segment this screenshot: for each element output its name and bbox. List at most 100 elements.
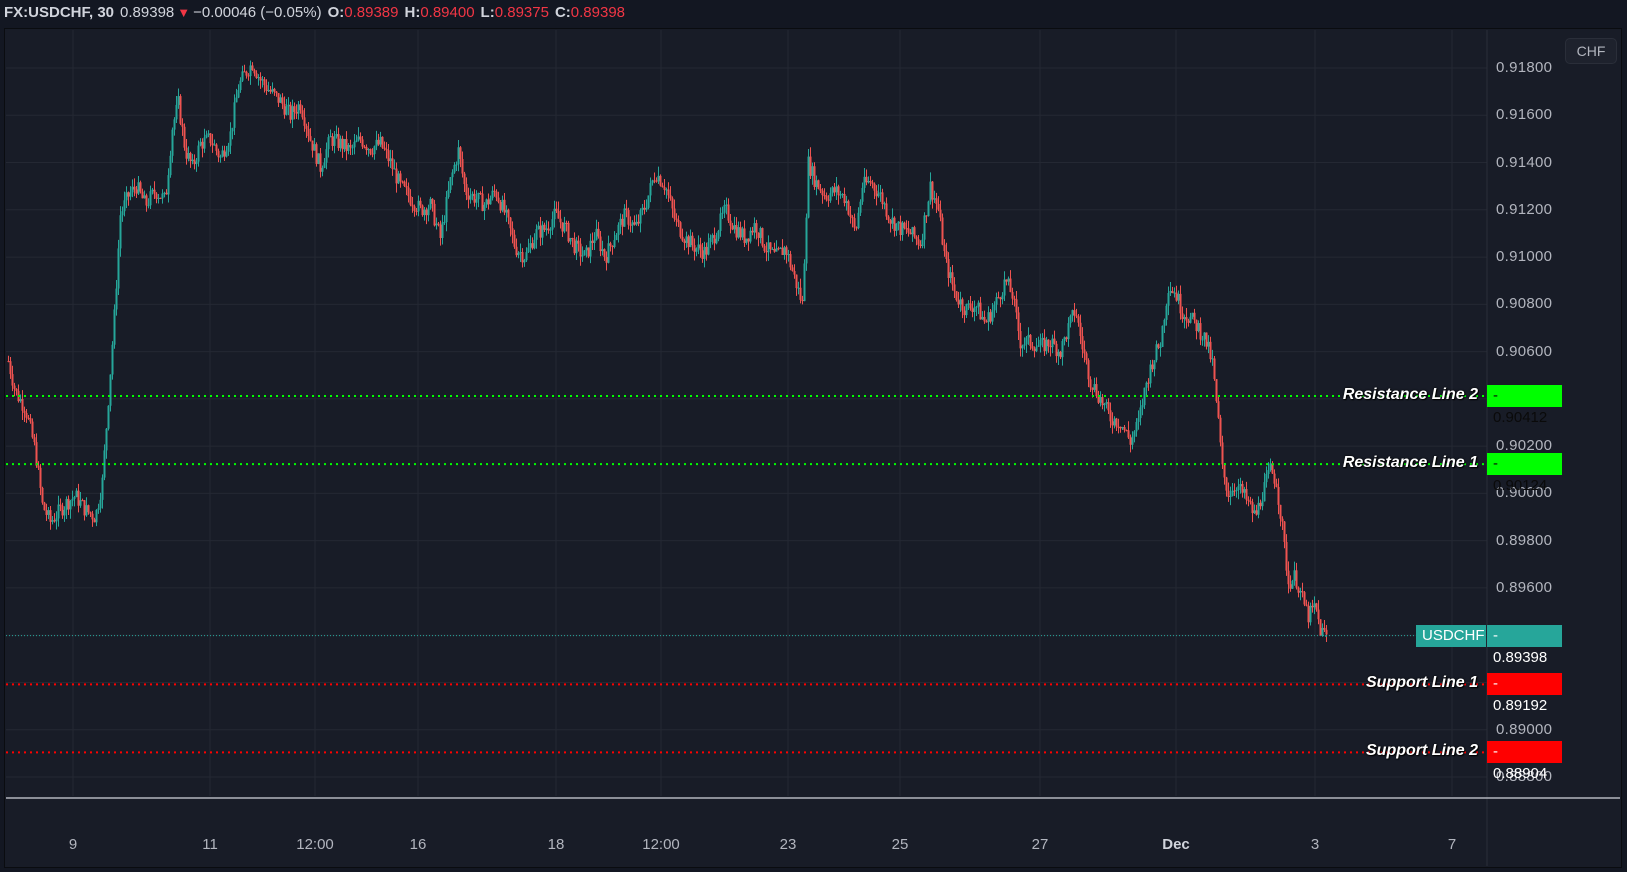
candle-body: [991, 310, 994, 322]
candle-body: [781, 247, 784, 256]
candle-body: [57, 504, 60, 519]
candle-body: [725, 204, 728, 206]
candle-body: [1145, 382, 1148, 388]
candle-body: [539, 225, 542, 238]
price-change: −0.00046 (−0.05%): [193, 3, 322, 21]
candle-body: [27, 417, 30, 419]
candle-body: [221, 150, 224, 157]
candle-body: [1243, 489, 1246, 493]
candle-body: [501, 199, 504, 211]
candle-body: [669, 195, 672, 199]
candle-body: [1303, 592, 1306, 605]
candle-body: [1027, 334, 1030, 338]
candle-body: [923, 215, 926, 240]
candle-body: [199, 141, 202, 146]
candle-body: [1229, 495, 1232, 498]
candle-body: [545, 228, 548, 230]
candle-body: [1079, 322, 1082, 337]
candle-body: [889, 220, 892, 224]
candle-body: [233, 102, 236, 128]
candle-body: [713, 235, 716, 244]
candle-body: [747, 238, 750, 242]
currency-badge[interactable]: CHF: [1565, 38, 1617, 64]
candle-body: [587, 247, 590, 257]
candle-body: [505, 209, 508, 213]
candle-body: [121, 211, 124, 216]
candle-body: [1287, 570, 1290, 585]
price-tick-label: 0.88800: [1496, 768, 1552, 785]
open-value: 0.89389: [344, 3, 399, 21]
candle-body: [1037, 345, 1040, 347]
candle-body: [671, 198, 674, 209]
candle-body: [513, 234, 516, 247]
candle-body: [1289, 584, 1292, 589]
candle-body: [219, 156, 222, 158]
candle-body: [821, 190, 824, 196]
candle-body: [229, 131, 232, 146]
level-price-pill[interactable]: - 0.90412: [1487, 385, 1562, 426]
candle-body: [1141, 405, 1144, 408]
candle-body: [211, 143, 214, 146]
last-price: 0.89398: [120, 3, 175, 21]
candle-body: [721, 212, 724, 214]
time-tick-label: 3: [1310, 836, 1320, 853]
candle-body: [637, 221, 640, 224]
candle-body: [961, 299, 964, 311]
candle-body: [319, 153, 322, 172]
candle-body: [695, 248, 698, 252]
level-price-pill[interactable]: - 0.88904: [1487, 741, 1562, 782]
candle-body: [617, 224, 620, 235]
candle-body: [407, 187, 410, 197]
candle-body: [157, 197, 160, 199]
candle-body: [305, 125, 308, 129]
low-value: 0.89375: [494, 3, 549, 21]
candle-body: [1217, 401, 1220, 418]
level-price-pill[interactable]: - 0.90124: [1487, 453, 1562, 494]
candle-body: [515, 246, 518, 256]
candle-body: [457, 147, 460, 165]
candle-body: [355, 140, 358, 142]
high-label: H:: [404, 3, 421, 21]
candle-body: [279, 97, 282, 103]
candle-body: [693, 245, 696, 252]
candle-body: [925, 215, 928, 217]
candle-body: [31, 421, 34, 438]
candle-body: [439, 224, 442, 238]
candle-body: [1203, 332, 1206, 340]
candle-body: [787, 254, 790, 256]
symbol-title[interactable]: FX:USDCHF, 30: [4, 3, 115, 21]
candle-body: [1183, 317, 1186, 320]
candle-body: [751, 230, 754, 233]
candle-body: [855, 227, 858, 229]
price-tick-label: 0.91000: [1496, 248, 1553, 266]
candle-body: [75, 490, 78, 498]
candle-body: [141, 191, 144, 199]
candle-body: [181, 123, 184, 127]
candle-body: [467, 195, 470, 200]
candle-body: [153, 189, 156, 194]
candle-body: [39, 467, 42, 488]
candle-body: [95, 509, 98, 523]
candle-body: [859, 201, 862, 213]
time-tick-label: 16: [409, 836, 427, 853]
candle-body: [1049, 346, 1052, 348]
candle-body: [975, 306, 978, 308]
candle-body: [709, 237, 712, 243]
candle-body: [761, 228, 764, 246]
candle-body: [1179, 293, 1182, 314]
price-tick-label: 0.90800: [1496, 295, 1553, 313]
candle-body: [613, 240, 616, 248]
candle-body: [1003, 279, 1006, 296]
candle-body: [359, 136, 362, 140]
candle-body: [605, 256, 608, 263]
candle-body: [289, 104, 292, 120]
candle-body: [1171, 290, 1174, 294]
candle-body: [245, 71, 248, 76]
candle-body: [1133, 431, 1136, 437]
candle-body: [387, 150, 390, 162]
candle-body: [1147, 382, 1150, 384]
level-price-pill[interactable]: - 0.89192: [1487, 673, 1562, 714]
candle-body: [795, 274, 798, 289]
candle-body: [913, 227, 916, 237]
